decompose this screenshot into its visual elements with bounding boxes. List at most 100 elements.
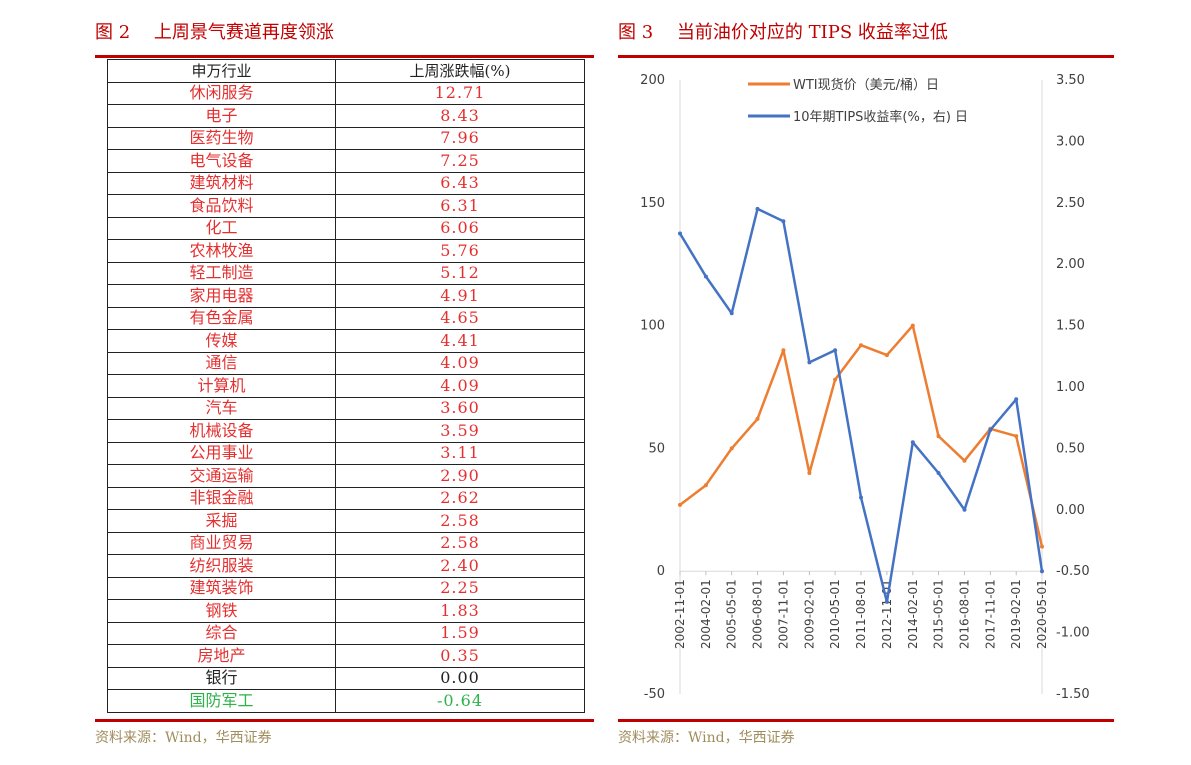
return-value-cell: 3.11	[335, 441, 585, 465]
left-y-tick-label: 150	[640, 196, 665, 211]
data-point	[833, 348, 838, 353]
return-value-cell: 7.96	[335, 126, 585, 150]
right-figure-title: 图 3 当前油价对应的 TIPS 收益率过低	[618, 22, 948, 43]
return-value-cell: 2.58	[335, 509, 585, 533]
table-row: 银行 0.00	[107, 666, 585, 690]
return-value-cell: 6.31	[335, 194, 585, 218]
table-row: 电气设备 7.25	[107, 149, 585, 173]
industry-name-cell: 非银金融	[107, 486, 336, 510]
data-point	[988, 428, 993, 432]
x-tick-label: 2012-11-01	[880, 579, 894, 649]
data-point	[781, 219, 786, 224]
table-row: 食品饮料 6.31	[107, 194, 585, 218]
data-point	[859, 495, 863, 500]
table-row: 化工 6.06	[107, 216, 585, 240]
right-y-tick-label: 0.00	[1056, 503, 1085, 518]
right-y-tick-label: 2.00	[1056, 257, 1085, 272]
industry-name-cell: 化工	[107, 216, 336, 240]
left-y-tick-label: 50	[648, 441, 665, 456]
data-point	[910, 323, 915, 328]
industry-name-cell: 国防军工	[107, 689, 336, 713]
left-y-tick-label: 100	[640, 319, 665, 334]
return-value-cell: 4.09	[335, 351, 585, 375]
return-value-cell: 3.60	[335, 396, 585, 420]
industry-name-cell: 交通运输	[107, 464, 336, 488]
return-value-cell: 2.40	[335, 554, 585, 578]
return-value-cell: 12.71	[335, 81, 585, 105]
return-value-cell: 5.12	[335, 261, 585, 285]
table-row: 商业贸易 2.58	[107, 531, 585, 555]
data-point	[962, 458, 967, 463]
table-row: 综合 1.59	[107, 621, 585, 645]
column-header-industry: 申万行业	[107, 59, 336, 83]
table-row: 农林牧渔 5.76	[107, 239, 585, 263]
data-point	[1014, 397, 1019, 402]
table-row: 采掘 2.58	[107, 509, 585, 533]
data-point	[859, 343, 863, 348]
right-y-tick-label: 1.00	[1056, 380, 1085, 395]
data-point	[807, 471, 812, 475]
return-value-cell: -0.64	[335, 689, 585, 713]
data-point	[781, 348, 786, 353]
return-value-cell: 6.43	[335, 171, 585, 195]
industry-name-cell: 钢铁	[107, 599, 336, 623]
data-point	[755, 206, 760, 211]
column-header-return: 上周涨跌幅(%)	[335, 59, 585, 83]
data-point	[936, 434, 941, 439]
industry-name-cell: 通信	[107, 351, 336, 375]
industry-name-cell: 机械设备	[107, 419, 336, 443]
data-point	[703, 483, 708, 488]
table-row: 机械设备 3.59	[107, 419, 585, 443]
x-tick-label: 2010-05-01	[828, 579, 842, 649]
data-point	[936, 471, 941, 475]
table-row: 国防军工 -0.64	[107, 689, 585, 713]
industry-return-table: 申万行业 上周涨跌幅(%) 休闲服务 12.71 电子 8.43 医药生物 7.96 电气设…	[107, 59, 585, 713]
return-value-cell: 5.76	[335, 239, 585, 263]
x-tick-label: 2002-11-01	[673, 579, 687, 649]
return-value-cell: 4.65	[335, 306, 585, 330]
data-point	[1014, 434, 1019, 439]
industry-name-cell: 综合	[107, 621, 336, 645]
x-tick-label: 2017-11-01	[983, 579, 997, 649]
return-value-cell: 8.43	[335, 104, 585, 128]
right-title-rule	[618, 55, 1114, 58]
x-tick-label: 2019-02-01	[1009, 579, 1023, 649]
industry-name-cell: 电气设备	[107, 149, 336, 173]
table-row: 交通运输 2.90	[107, 464, 585, 488]
oil-tips-chart: -50 0 50 100 150 200 -1.50 -1.00 -0.50 0.00 0.50 1.…	[640, 73, 1089, 702]
x-tick-label: 2009-02-01	[802, 579, 816, 649]
legend-label: WTI现货价（美元/桶）日	[793, 77, 939, 93]
industry-name-cell: 房地产	[107, 644, 336, 668]
right-y-tick-label: 0.50	[1056, 441, 1085, 456]
data-point	[910, 440, 915, 445]
table-row: 医药生物 7.96	[107, 126, 585, 150]
industry-name-cell: 传媒	[107, 329, 336, 353]
right-y-tick-label: 3.50	[1056, 73, 1085, 88]
right-y-tick-label: 2.50	[1056, 196, 1085, 211]
x-tick-label: 2020-05-01	[1035, 579, 1049, 649]
data-point	[884, 599, 889, 604]
chart-series	[678, 206, 1044, 604]
table-row: 房地产 0.35	[107, 644, 585, 668]
return-value-cell: 4.41	[335, 329, 585, 353]
x-tick-label: 2005-05-01	[725, 579, 739, 649]
return-value-cell: 4.91	[335, 284, 585, 308]
data-point	[755, 416, 760, 421]
left-y-tick-label: -50	[644, 687, 665, 702]
table-row: 休闲服务 12.71	[107, 81, 585, 105]
return-value-cell: 2.62	[335, 486, 585, 510]
table-header-row: 申万行业 上周涨跌幅(%)	[107, 59, 585, 83]
data-point	[884, 353, 889, 358]
chart-axes: -50 0 50 100 150 200 -1.50 -1.00 -0.50 0.00 0.50 1.…	[640, 73, 1089, 702]
data-point	[678, 231, 682, 236]
industry-name-cell: 商业贸易	[107, 531, 336, 555]
right-y-tick-label: 1.50	[1056, 319, 1085, 334]
industry-name-cell: 汽车	[107, 396, 336, 420]
table-row: 传媒 4.41	[107, 329, 585, 353]
right-y-tick-label: -1.50	[1056, 687, 1090, 702]
table-row: 家用电器 4.91	[107, 284, 585, 308]
return-value-cell: 7.25	[335, 149, 585, 173]
return-value-cell: 2.90	[335, 464, 585, 488]
x-tick-label: 2014-02-01	[906, 579, 920, 649]
return-value-cell: 6.06	[335, 216, 585, 240]
